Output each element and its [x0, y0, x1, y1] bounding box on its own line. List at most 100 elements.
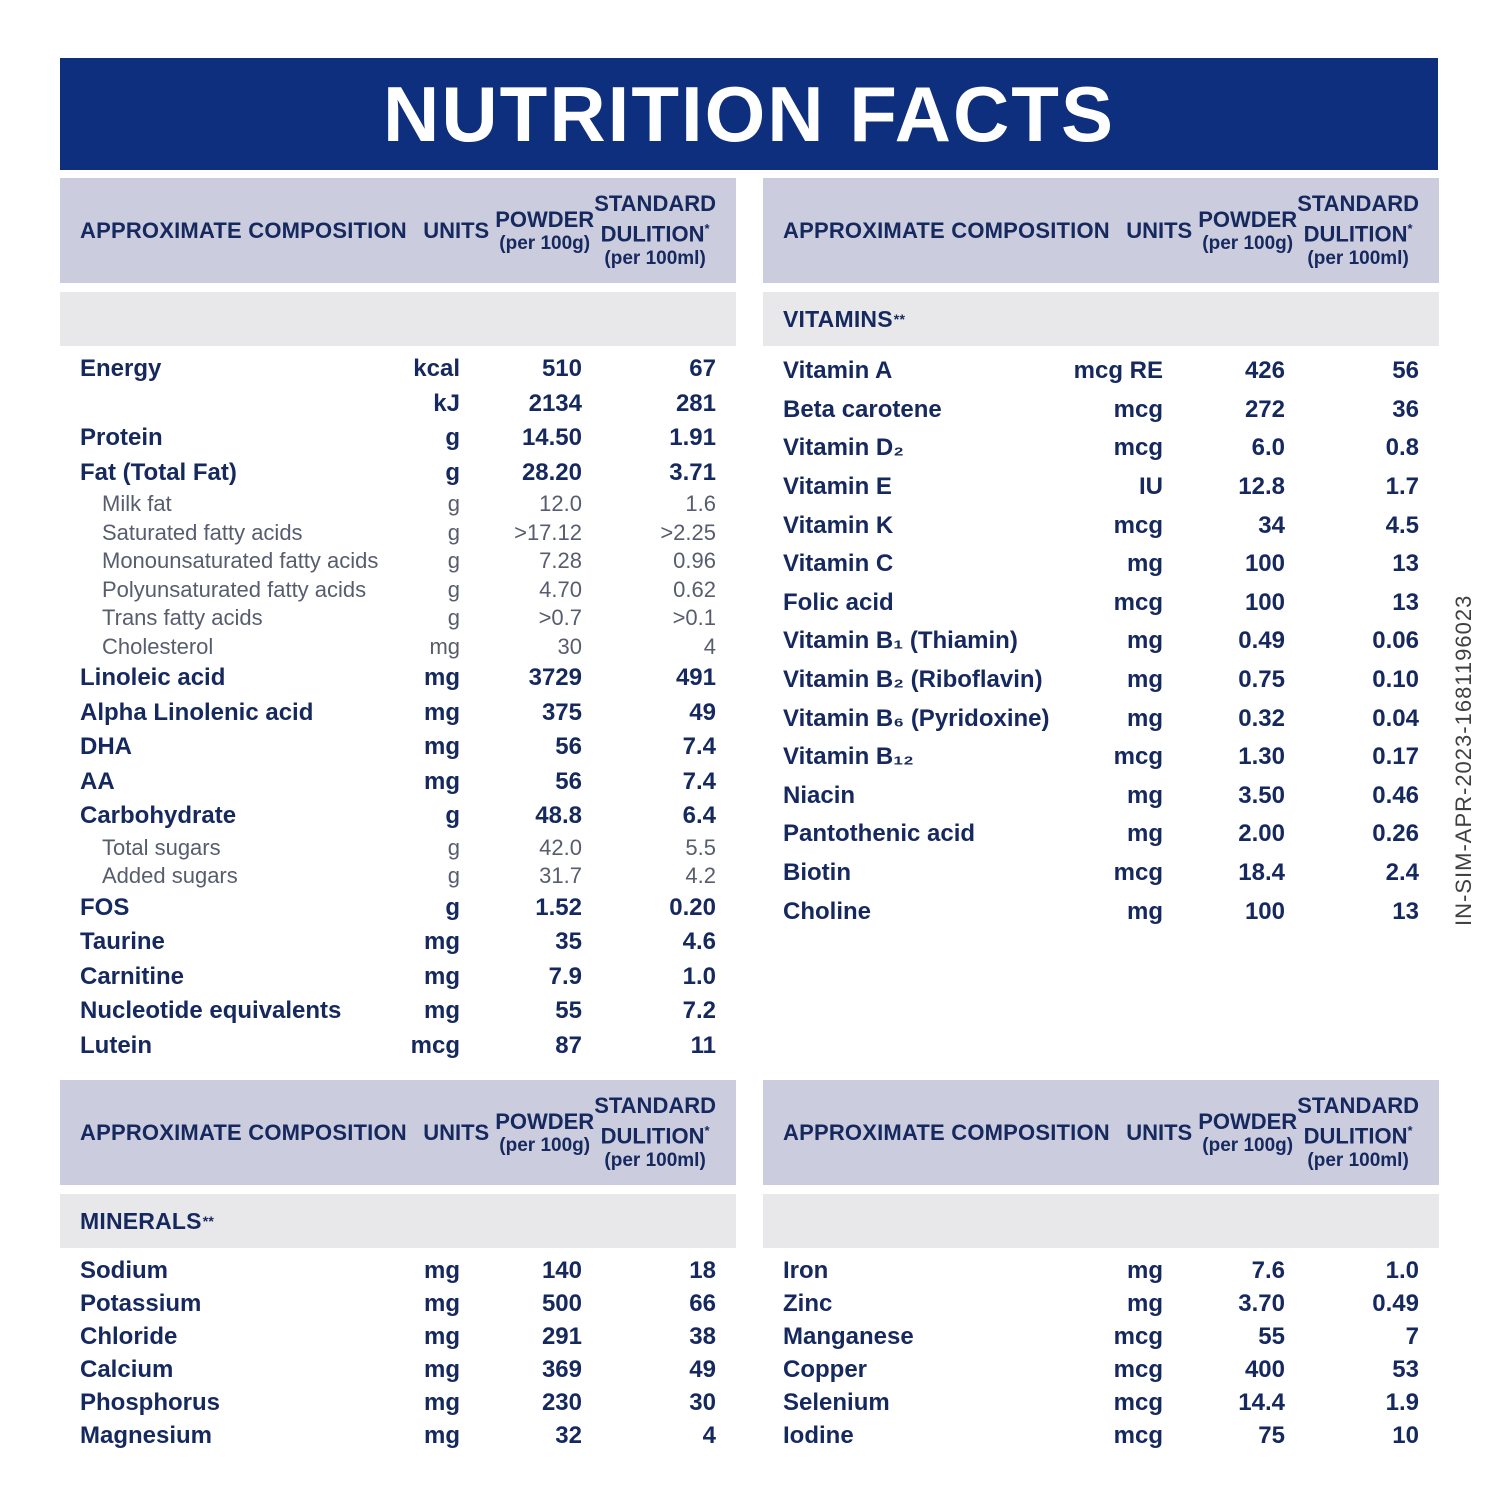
- cell-powder-value: 272: [1244, 395, 1285, 423]
- cell-nutrient-name: Vitamin C: [783, 550, 894, 578]
- column-header-row: APPROXIMATE COMPOSITION UNITS POWDER (pe…: [763, 178, 1439, 283]
- asterisk-mark: *: [704, 221, 710, 237]
- table-trace-minerals: APPROXIMATE COMPOSITION UNITS POWDER (pe…: [763, 1080, 1439, 1452]
- cell-powder-value: 0.32: [1238, 704, 1285, 732]
- cell-unit: mg: [424, 1388, 460, 1416]
- table-rows: Iron mg 7.6 1.0 Zinc mg 3.70 0.49 Manganese mcg 55…: [763, 1254, 1439, 1452]
- cell-powder-value: 87: [555, 1031, 582, 1059]
- table-row: Calcium mg 369 49: [60, 1353, 736, 1386]
- cell-powder-value: 0.49: [1238, 627, 1285, 655]
- cell-unit: mg: [424, 962, 460, 990]
- table-row: Vitamin E IU 12.8 1.7: [763, 468, 1439, 507]
- cell-dilution-value: 30: [689, 1388, 716, 1416]
- cell-nutrient-name: Milk fat: [102, 491, 172, 517]
- table-row: Vitamin B₁₂ mcg 1.30 0.17: [763, 738, 1439, 777]
- cell-nutrient-name: Iron: [783, 1256, 829, 1284]
- table-row: Choline mg 100 13: [763, 892, 1439, 931]
- cell-nutrient-name: Linoleic acid: [80, 664, 226, 692]
- cell-dilution-value: 67: [689, 355, 716, 383]
- table-row: Added sugars g 31.7 4.2: [60, 862, 736, 891]
- cell-nutrient-name: Saturated fatty acids: [102, 519, 303, 545]
- cell-dilution-value: 0.96: [673, 548, 716, 574]
- cell-powder-value: 140: [541, 1256, 582, 1284]
- cell-dilution-value: 66: [689, 1289, 716, 1317]
- cell-nutrient-name: Sodium: [80, 1256, 168, 1284]
- cell-nutrient-name: Phosphorus: [80, 1388, 221, 1416]
- cell-nutrient-name: Pantothenic acid: [783, 820, 976, 848]
- cell-powder-value: 375: [541, 698, 582, 726]
- cell-unit: kcal: [413, 355, 460, 383]
- cell-dilution-value: 1.7: [1385, 473, 1419, 501]
- cell-unit: mg: [424, 1256, 460, 1284]
- cell-unit: mcg RE: [1073, 357, 1163, 385]
- cell-unit: g: [447, 548, 460, 574]
- cell-nutrient-name: Choline: [783, 897, 871, 925]
- cell-powder-value: 7.6: [1251, 1256, 1285, 1284]
- cell-nutrient-name: Polyunsaturated fatty acids: [102, 576, 367, 602]
- cell-powder-value: 7.28: [539, 548, 582, 574]
- cell-nutrient-name: Manganese: [783, 1322, 914, 1350]
- table-row: Biotin mcg 18.4 2.4: [763, 854, 1439, 893]
- cell-dilution-value: 7.4: [682, 733, 716, 761]
- cell-dilution-value: 38: [689, 1322, 716, 1350]
- cell-dilution-value: 49: [689, 1355, 716, 1383]
- table-row: Milk fat g 12.0 1.6: [60, 490, 736, 519]
- column-header-units: UNITS: [1126, 1119, 1193, 1145]
- cell-dilution-value: 0.26: [1372, 820, 1419, 848]
- table-row: Cholesterol mg 30 4: [60, 633, 736, 662]
- table-row: Linoleic acid mg 3729 491: [60, 661, 736, 696]
- cell-unit: mcg: [1113, 1322, 1163, 1350]
- table-row: DHA mg 56 7.4: [60, 730, 736, 765]
- cell-powder-value: 32: [555, 1421, 582, 1449]
- table-row: Sodium mg 140 18: [60, 1254, 736, 1287]
- cell-powder-value: 2134: [528, 389, 582, 417]
- table-row: Phosphorus mg 230 30: [60, 1386, 736, 1419]
- column-header-standard-dilution: STANDARD DULITION* (per 100ml): [594, 191, 716, 269]
- table-row: Vitamin K mcg 34 4.5: [763, 506, 1439, 545]
- cell-powder-value: 1.30: [1238, 743, 1285, 771]
- cell-unit: mg: [424, 698, 460, 726]
- cell-dilution-value: 7.2: [682, 997, 716, 1025]
- cell-dilution-value: 0.10: [1372, 666, 1419, 694]
- cell-unit: mg: [424, 997, 460, 1025]
- cell-powder-value: 0.75: [1238, 666, 1285, 694]
- cell-unit: mg: [424, 1289, 460, 1317]
- cell-nutrient-name: Folic acid: [783, 588, 894, 616]
- column-header-composition: APPROXIMATE COMPOSITION: [80, 1119, 407, 1145]
- cell-unit: mg: [1127, 550, 1163, 578]
- table-row: Pantothenic acid mg 2.00 0.26: [763, 815, 1439, 854]
- cell-powder-value: 2.00: [1238, 820, 1285, 848]
- cell-unit: mcg: [1113, 511, 1163, 539]
- cell-dilution-value: 491: [675, 664, 716, 692]
- table-row: Saturated fatty acids g >17.12 >2.25: [60, 519, 736, 548]
- cell-unit: mg: [1127, 897, 1163, 925]
- cell-dilution-value: 13: [1392, 550, 1419, 578]
- table-row: FOS g 1.52 0.20: [60, 891, 736, 926]
- cell-powder-value: 4.70: [539, 576, 582, 602]
- cell-unit: mg: [1127, 781, 1163, 809]
- table-row: Vitamin B₁ (Thiamin) mg 0.49 0.06: [763, 622, 1439, 661]
- table-row: Folic acid mcg 100 13: [763, 584, 1439, 623]
- cell-dilution-value: 18: [689, 1256, 716, 1284]
- cell-unit: g: [447, 863, 460, 889]
- cell-nutrient-name: Vitamin K: [783, 511, 894, 539]
- section-band-empty: [60, 292, 736, 346]
- table-row: Alpha Linolenic acid mg 375 49: [60, 696, 736, 731]
- table-row: Magnesium mg 32 4: [60, 1419, 736, 1452]
- cell-dilution-value: 49: [689, 698, 716, 726]
- cell-nutrient-name: Vitamin B₁ (Thiamin): [783, 627, 1018, 655]
- cell-unit: mcg: [1113, 434, 1163, 462]
- cell-powder-value: 35: [555, 928, 582, 956]
- table-row: Iron mg 7.6 1.0: [763, 1254, 1439, 1287]
- cell-dilution-value: 1.9: [1385, 1388, 1419, 1416]
- cell-powder-value: 12.0: [539, 491, 582, 517]
- cell-unit: mg: [424, 767, 460, 795]
- cell-dilution-value: 2.4: [1385, 859, 1419, 887]
- cell-dilution-value: 7.4: [682, 767, 716, 795]
- table-row: Vitamin B₆ (Pyridoxine) mg 0.32 0.04: [763, 699, 1439, 738]
- cell-nutrient-name: Added sugars: [102, 863, 238, 889]
- cell-dilution-value: 6.4: [682, 802, 716, 830]
- asterisk-mark: *: [1407, 221, 1413, 237]
- cell-unit: mg: [1127, 666, 1163, 694]
- cell-powder-value: 75: [1258, 1421, 1285, 1449]
